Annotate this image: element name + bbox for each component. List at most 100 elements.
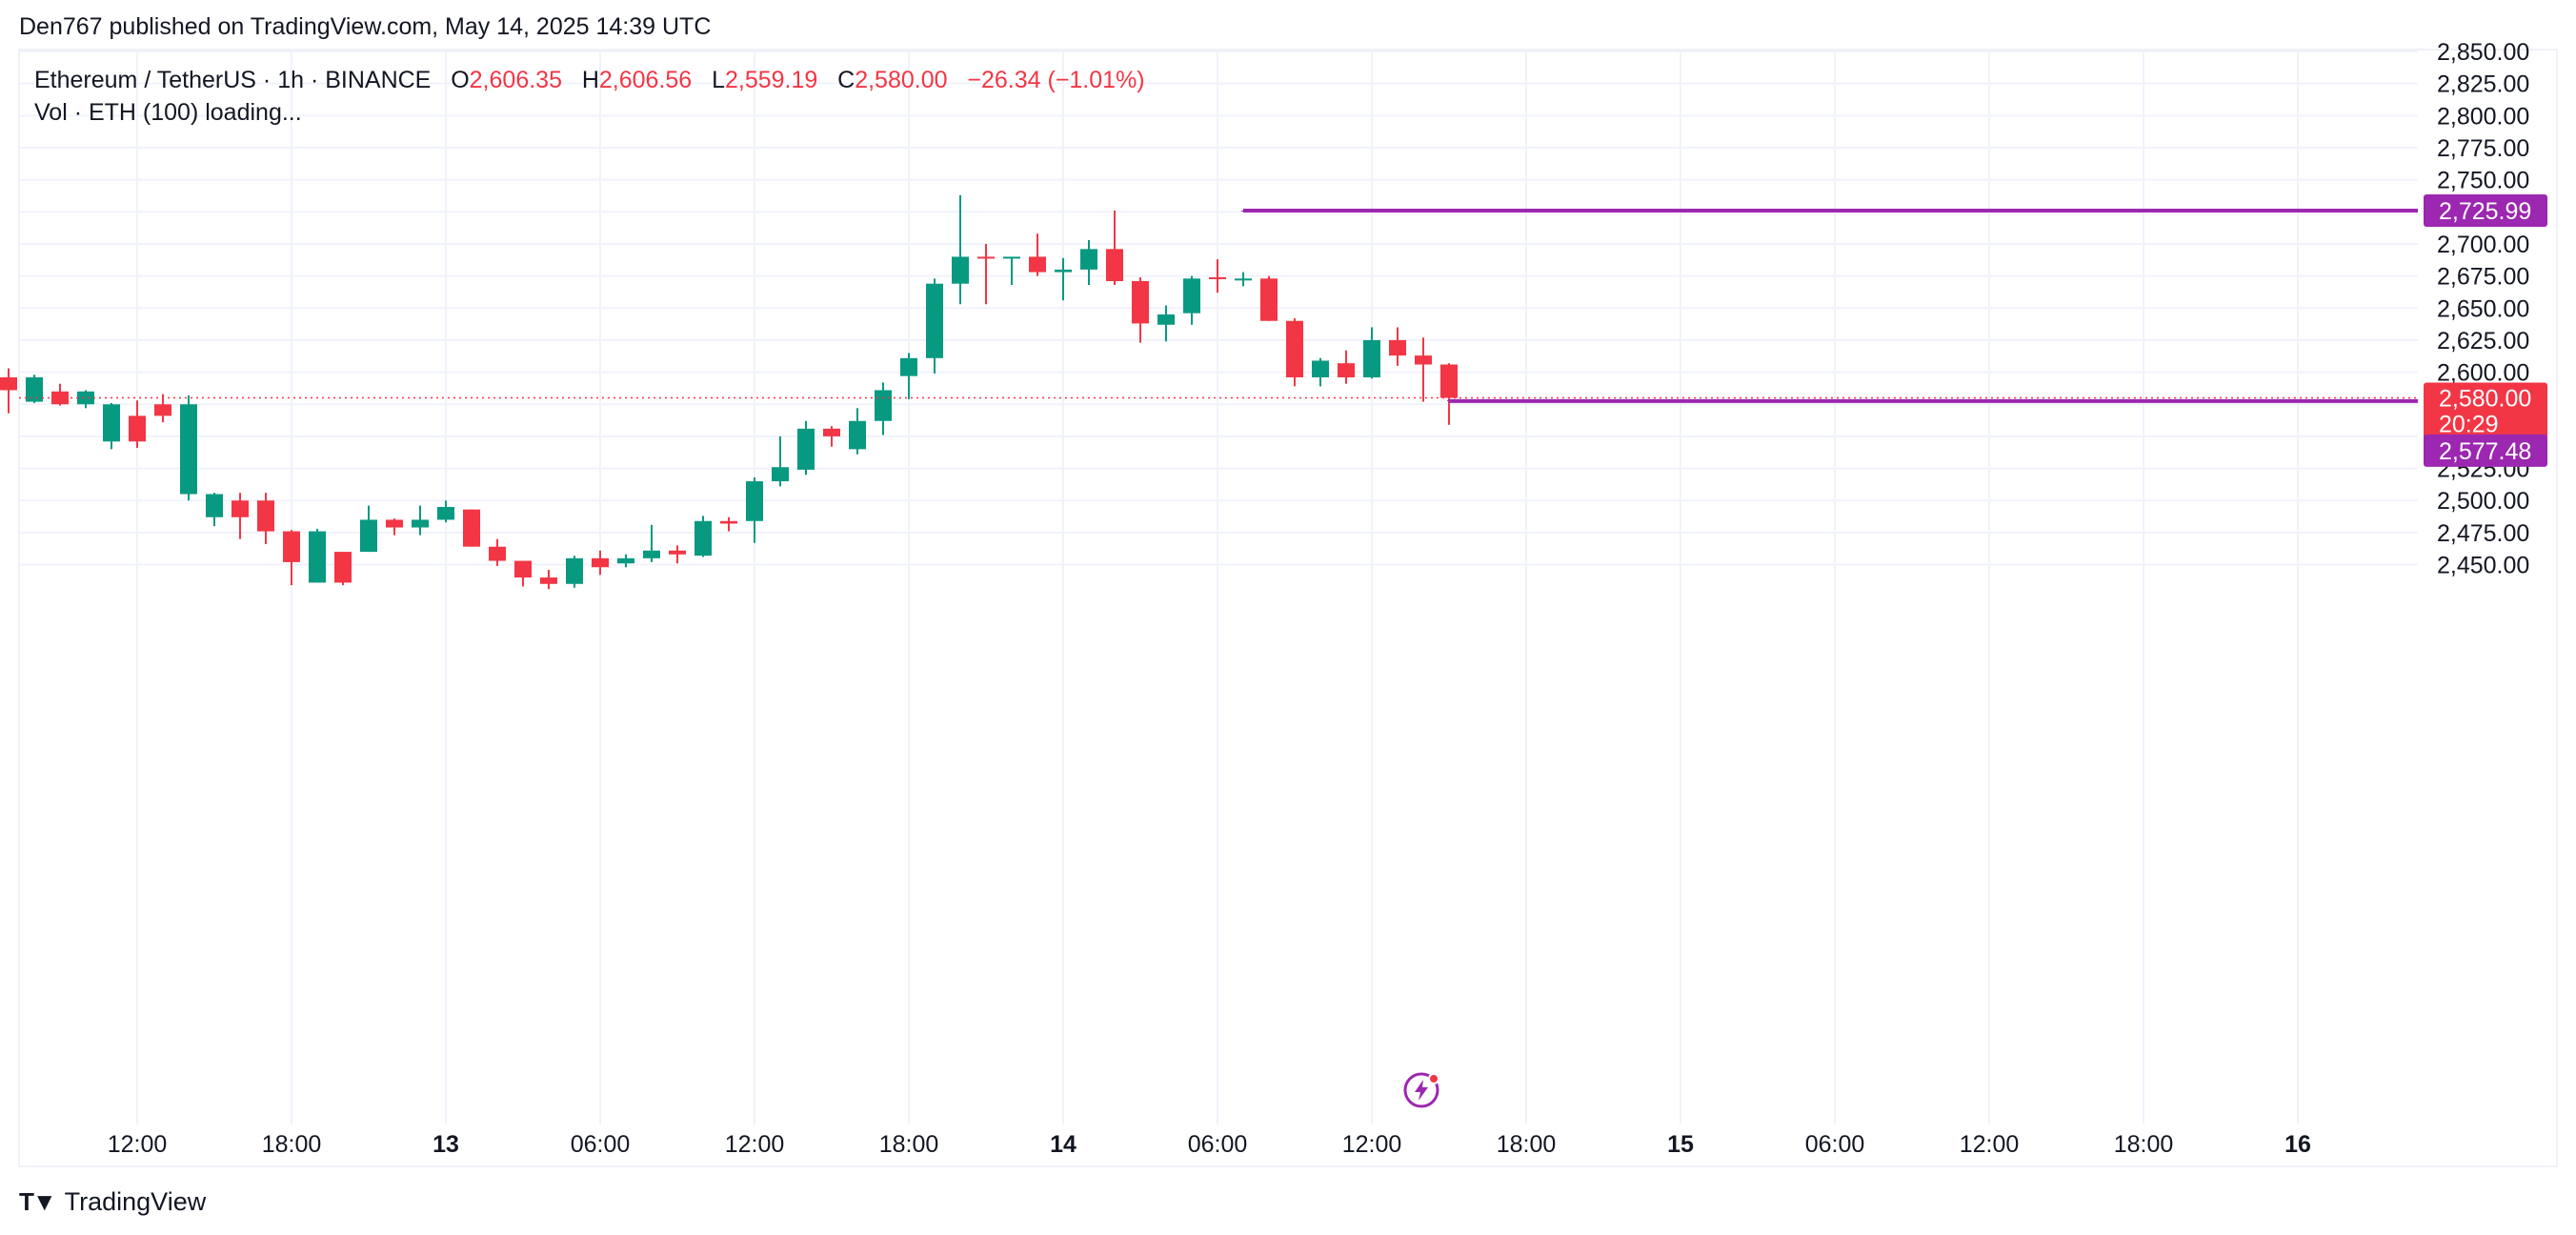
candle-body[interactable] bbox=[1055, 269, 1072, 273]
high-label: H bbox=[581, 67, 599, 93]
candle-body[interactable] bbox=[360, 519, 377, 553]
close-label: C bbox=[837, 67, 855, 93]
x-tick-label: 16 bbox=[2284, 1131, 2311, 1158]
candle-body[interactable] bbox=[231, 500, 249, 517]
candle-body[interactable] bbox=[772, 467, 789, 482]
footer-brand[interactable]: TradingView bbox=[64, 1187, 207, 1216]
candle-body[interactable] bbox=[26, 376, 43, 402]
candle-body[interactable] bbox=[1106, 249, 1123, 282]
y-tick-label: 2,800.00 bbox=[2437, 103, 2529, 130]
candle-body[interactable] bbox=[77, 391, 94, 405]
open-value: 2,606.35 bbox=[469, 67, 562, 93]
x-tick-label: 15 bbox=[1667, 1131, 1694, 1158]
candle-body[interactable] bbox=[823, 428, 840, 436]
candle-body[interactable] bbox=[540, 577, 557, 584]
candle-body[interactable] bbox=[797, 428, 815, 470]
candle-body[interactable] bbox=[643, 550, 660, 558]
y-tick-label: 2,500.00 bbox=[2437, 488, 2529, 515]
candle-body[interactable] bbox=[1235, 278, 1252, 281]
x-tick-label: 12:00 bbox=[1342, 1131, 1402, 1158]
candle-body[interactable] bbox=[977, 256, 995, 259]
candle-body[interactable] bbox=[386, 519, 403, 528]
candle-body[interactable] bbox=[103, 404, 120, 442]
y-tick-label: 2,650.00 bbox=[2437, 295, 2529, 322]
candle-body[interactable] bbox=[592, 557, 609, 568]
candle-body[interactable] bbox=[1389, 339, 1406, 356]
y-tick-label: 2,600.00 bbox=[2437, 360, 2529, 387]
candle-body[interactable] bbox=[849, 420, 866, 450]
lightning-icon[interactable] bbox=[1402, 1071, 1440, 1109]
y-tick-label: 2,750.00 bbox=[2437, 168, 2529, 194]
candle-body[interactable] bbox=[1132, 281, 1149, 324]
candle-body[interactable] bbox=[952, 256, 969, 284]
chart-frame bbox=[18, 49, 2558, 1167]
candle-body[interactable] bbox=[694, 520, 712, 557]
horizontal-levels bbox=[19, 208, 2418, 403]
candle-body[interactable] bbox=[206, 494, 223, 517]
x-tick-label: 12:00 bbox=[1960, 1131, 2020, 1158]
candle-body[interactable] bbox=[0, 376, 17, 391]
y-tick-label: 2,475.00 bbox=[2437, 520, 2529, 547]
level-price-tag bbox=[2424, 434, 2547, 467]
symbol-info[interactable]: Ethereum / TetherUS · 1h · BINANCE bbox=[34, 67, 432, 93]
candle-body[interactable] bbox=[1260, 278, 1278, 321]
x-tick-label: 06:00 bbox=[1805, 1131, 1865, 1158]
candle-body[interactable] bbox=[1209, 276, 1226, 279]
candle-body[interactable] bbox=[1286, 320, 1303, 377]
candle-body[interactable] bbox=[514, 560, 532, 578]
candle-body[interactable] bbox=[1415, 355, 1432, 365]
candle-body[interactable] bbox=[1029, 256, 1046, 273]
x-tick-label: 14 bbox=[1050, 1131, 1077, 1158]
candle-body[interactable] bbox=[1440, 364, 1458, 398]
candle-body[interactable] bbox=[900, 357, 917, 376]
candle-body[interactable] bbox=[669, 550, 686, 555]
candle-body[interactable] bbox=[463, 509, 480, 547]
volume-legend[interactable]: Vol · ETH (100) loading... bbox=[34, 99, 302, 126]
candle-body[interactable] bbox=[1003, 256, 1020, 259]
candle-body[interactable] bbox=[746, 481, 763, 521]
tradingview-logo-icon[interactable]: T▼ bbox=[19, 1187, 57, 1216]
candle-body[interactable] bbox=[1363, 339, 1380, 377]
candle-body[interactable] bbox=[566, 557, 583, 584]
candle-body[interactable] bbox=[617, 557, 634, 564]
candle-body[interactable] bbox=[875, 390, 892, 421]
x-tick-label: 06:00 bbox=[571, 1131, 631, 1158]
y-tick-label: 2,850.00 bbox=[2437, 39, 2529, 66]
last-price-text: 2,580.00 bbox=[2439, 386, 2531, 413]
x-tick-label: 06:00 bbox=[1188, 1131, 1248, 1158]
y-tick-label: 2,450.00 bbox=[2437, 553, 2529, 579]
last-price-tag bbox=[2424, 382, 2547, 440]
candle-body[interactable] bbox=[283, 531, 300, 562]
candle-body[interactable] bbox=[437, 506, 454, 520]
x-tick-label: 13 bbox=[433, 1131, 459, 1158]
candle-body[interactable] bbox=[1183, 278, 1200, 314]
candle-body[interactable] bbox=[1157, 314, 1175, 325]
candle-body[interactable] bbox=[489, 546, 506, 561]
candle-body[interactable] bbox=[720, 520, 737, 524]
candle-body[interactable] bbox=[309, 531, 326, 583]
y-tick-label: 2,675.00 bbox=[2437, 264, 2529, 291]
candle-body[interactable] bbox=[257, 500, 274, 532]
candle-body[interactable] bbox=[180, 404, 197, 495]
candle-body[interactable] bbox=[154, 404, 171, 416]
candle-body[interactable] bbox=[412, 519, 429, 528]
candle-body[interactable] bbox=[334, 552, 352, 583]
x-tick-label: 18:00 bbox=[2114, 1131, 2174, 1158]
y-tick-label: 2,825.00 bbox=[2437, 71, 2529, 98]
candle-body[interactable] bbox=[926, 283, 943, 358]
close-value: 2,580.00 bbox=[855, 67, 948, 93]
x-tick-label: 18:00 bbox=[879, 1131, 939, 1158]
candle-body[interactable] bbox=[1338, 363, 1355, 377]
footer: T▼ TradingView bbox=[19, 1187, 206, 1217]
countdown-text: 20:29 bbox=[2439, 412, 2499, 438]
candle-body[interactable] bbox=[129, 415, 146, 442]
candles bbox=[0, 194, 1458, 590]
candle-body[interactable] bbox=[1080, 249, 1097, 270]
y-tick-label: 2,625.00 bbox=[2437, 328, 2529, 354]
time-axis: 12:00 18:00 13 06:00 12:00 18:00 14 06:00 12:00 1… bbox=[108, 1131, 2311, 1158]
level-price-text: 2,725.99 bbox=[2439, 198, 2531, 225]
candle-body[interactable] bbox=[1312, 360, 1329, 377]
y-tick-label: 2,700.00 bbox=[2437, 232, 2529, 258]
